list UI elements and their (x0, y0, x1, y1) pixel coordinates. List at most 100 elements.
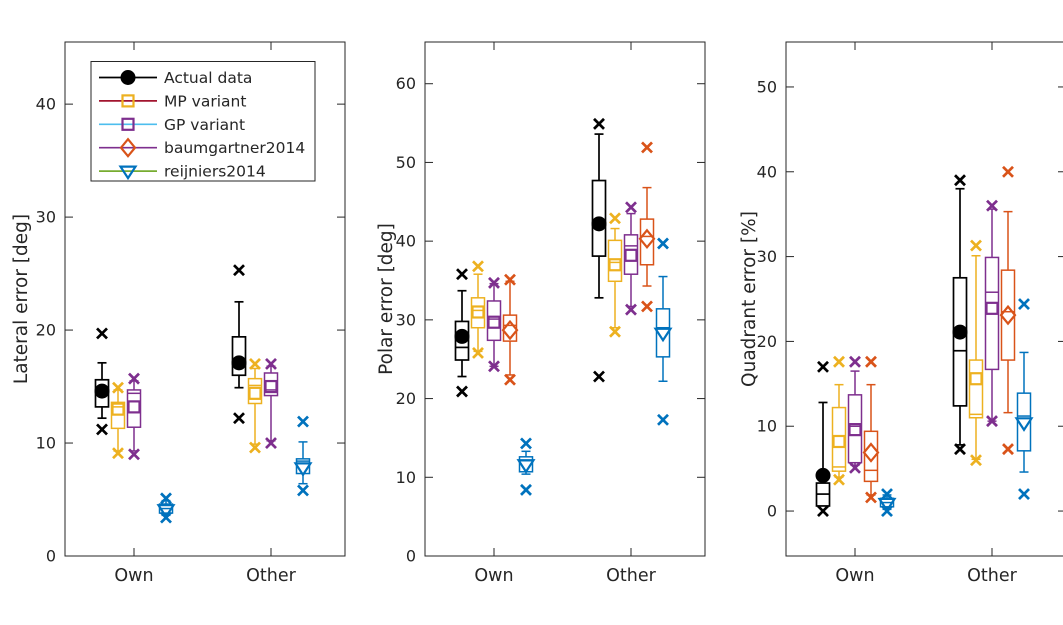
legend-item-label: reijniers2014 (164, 163, 266, 181)
outlier-x-marker (297, 484, 309, 497)
box-mp-variant-other (968, 239, 984, 467)
mean-diamond-marker (999, 304, 1017, 326)
x-category-label: Other (967, 566, 1017, 586)
outlier-x-marker (160, 492, 172, 505)
box-gp-variant-other (263, 358, 279, 449)
y-tick-label: 0 (767, 502, 777, 521)
outlier-x-marker (456, 385, 468, 398)
outlier-x-marker (954, 443, 966, 456)
mean-triangle-down-marker (877, 497, 897, 513)
box-actual-data-own (815, 360, 831, 518)
outlier-x-marker (881, 505, 893, 518)
outlier-x-marker (625, 303, 637, 316)
box-reijniers2014-other (653, 237, 673, 426)
box-gp-variant-own (126, 372, 142, 461)
legend-item-mp-variant: MP variant (99, 92, 246, 110)
outlier-x-marker (265, 437, 277, 449)
iqr-box (968, 359, 984, 419)
outlier-x-marker (593, 117, 605, 130)
box-mp-variant-own (110, 381, 126, 460)
box-actual-data-own (94, 327, 110, 436)
box-actual-data-other (231, 264, 247, 425)
subplot-polar-error-deg-: 0 10 20 30 40 50 60 Own Other (396, 41, 706, 586)
iqr-box (231, 335, 247, 377)
y-tick-label: 10 (757, 417, 777, 436)
box-gp-variant-other (623, 201, 639, 316)
box-baumgartner2014-own (501, 273, 519, 386)
mean-square-marker (624, 248, 638, 262)
legend-item-baumgartner2014: baumgartner2014 (99, 137, 305, 158)
box-actual-data-other (952, 174, 968, 456)
outlier-x-marker (1002, 165, 1014, 178)
mean-circle-filled-marker (94, 383, 110, 399)
outlier-x-marker (488, 360, 500, 373)
legend-item-label: Actual data (164, 69, 252, 87)
y-tick-label: 20 (36, 321, 56, 340)
outlier-x-marker (833, 473, 845, 486)
outlier-x-marker (609, 212, 621, 225)
box-gp-variant-other (984, 199, 1000, 428)
outlier-x-marker (833, 355, 845, 368)
outlier-x-marker (160, 511, 172, 524)
iqr-box (454, 320, 470, 361)
outlier-x-marker (456, 268, 468, 281)
box-gp-variant-own (847, 355, 863, 474)
outlier-x-marker (954, 174, 966, 187)
legend-square-icon (121, 117, 135, 131)
outlier-x-marker (865, 355, 877, 368)
outlier-x-marker (641, 141, 653, 154)
iqr-box (591, 179, 607, 257)
box-mp-variant-own (831, 355, 847, 486)
y-tick-label: 40 (36, 95, 56, 114)
y-tick-label: 10 (36, 434, 56, 453)
outlier-x-marker (504, 273, 516, 286)
mean-square-marker (264, 379, 278, 394)
outlier-x-marker (265, 358, 277, 370)
mean-diamond-marker (501, 319, 519, 341)
mean-square-marker (608, 258, 622, 272)
outlier-x-marker (641, 300, 653, 313)
x-category-label: Own (114, 566, 153, 586)
outlier-x-marker (1002, 443, 1014, 456)
mean-triangle-down-marker (653, 327, 673, 343)
outlier-x-marker (1018, 488, 1030, 501)
outlier-x-marker (970, 239, 982, 252)
outlier-x-marker (472, 260, 484, 273)
y-tick-label: 60 (396, 74, 416, 93)
axis-box (785, 41, 1063, 557)
outlier-x-marker (986, 199, 998, 212)
outlier-x-marker (128, 448, 140, 461)
outlier-x-marker (970, 454, 982, 467)
outlier-x-marker (625, 201, 637, 214)
outlier-x-marker (520, 483, 532, 496)
outlier-x-marker (112, 381, 124, 394)
x-category-label: Other (606, 566, 656, 586)
outlier-x-marker (233, 412, 245, 425)
outlier-x-marker (657, 237, 669, 250)
outlier-x-marker (249, 358, 261, 370)
outlier-x-marker (849, 461, 861, 474)
box-actual-data-own (454, 268, 470, 398)
mean-triangle-down-marker (293, 462, 313, 477)
mean-diamond-marker (862, 442, 880, 463)
mean-square-marker (248, 386, 262, 400)
subplot-lateral-error-deg-: 0 10 20 30 40 Own Other (36, 41, 346, 586)
legend-square-icon (121, 94, 135, 108)
y-tick-label: 30 (396, 310, 416, 329)
outlier-x-marker (504, 373, 516, 386)
box-reijniers2014-other (293, 415, 313, 497)
x-category-label: Other (246, 566, 296, 586)
mean-triangle-down-marker (516, 459, 536, 474)
axis-box (424, 41, 706, 557)
mean-circle-filled-marker (815, 467, 831, 483)
iqr-box (655, 308, 671, 358)
y-tick-label: 50 (396, 153, 416, 172)
outlier-x-marker (112, 447, 124, 460)
iqr-box (863, 430, 879, 483)
y-tick-label: 30 (36, 208, 56, 227)
box-actual-data-other (591, 117, 607, 383)
box-reijniers2014-own (877, 488, 897, 518)
legend-circle-filled-icon (120, 70, 136, 85)
outlier-x-marker (488, 276, 500, 289)
outlier-x-marker (472, 346, 484, 359)
